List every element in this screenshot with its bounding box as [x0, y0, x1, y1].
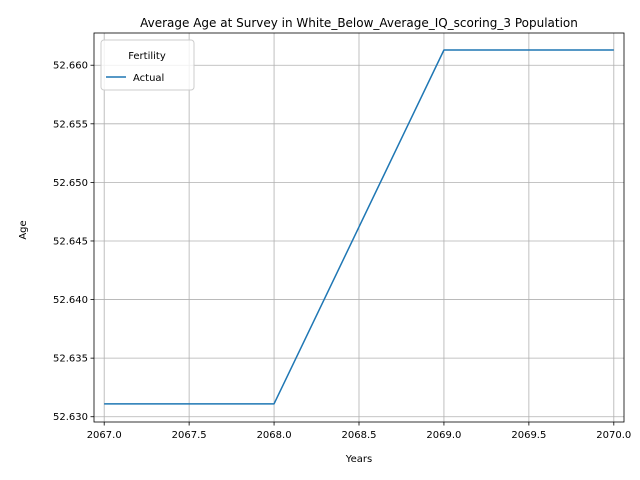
grid-lines — [94, 33, 624, 422]
y-tick-label: 52.635 — [53, 354, 88, 365]
y-tick-label: 52.645 — [53, 236, 88, 247]
x-tick-label: 2068.5 — [342, 430, 377, 441]
series-line-actual — [104, 49, 614, 405]
x-tick-label: 2067.0 — [87, 430, 122, 441]
y-axis-ticks: 52.630 52.635 52.640 52.645 52.650 52.655 52.6… — [53, 61, 94, 423]
chart-title: Average Age at Survey in White_Below_Ave… — [140, 16, 578, 30]
y-tick-label: 52.640 — [53, 295, 88, 306]
x-tick-label: 2067.5 — [172, 430, 207, 441]
y-tick-label: 52.630 — [53, 412, 88, 423]
series-lines — [104, 49, 614, 405]
x-tick-label: 2070.0 — [596, 430, 631, 441]
x-tick-label: 2068.0 — [257, 430, 292, 441]
y-tick-label: 52.660 — [53, 61, 88, 72]
x-tick-label: 2069.0 — [426, 430, 461, 441]
y-tick-label: 52.650 — [53, 178, 88, 189]
y-tick-label: 52.655 — [53, 119, 88, 130]
x-axis-label: Years — [345, 454, 372, 465]
x-axis-ticks: 2067.0 2067.5 2068.0 2068.5 2069.0 2069.5 2070… — [87, 422, 631, 441]
x-tick-label: 2069.5 — [511, 430, 546, 441]
y-axis-label: Age — [18, 220, 29, 239]
legend-title: Fertility — [128, 51, 166, 62]
legend-entry-actual: Actual — [133, 73, 164, 84]
legend: Fertility Actual — [100, 39, 195, 91]
